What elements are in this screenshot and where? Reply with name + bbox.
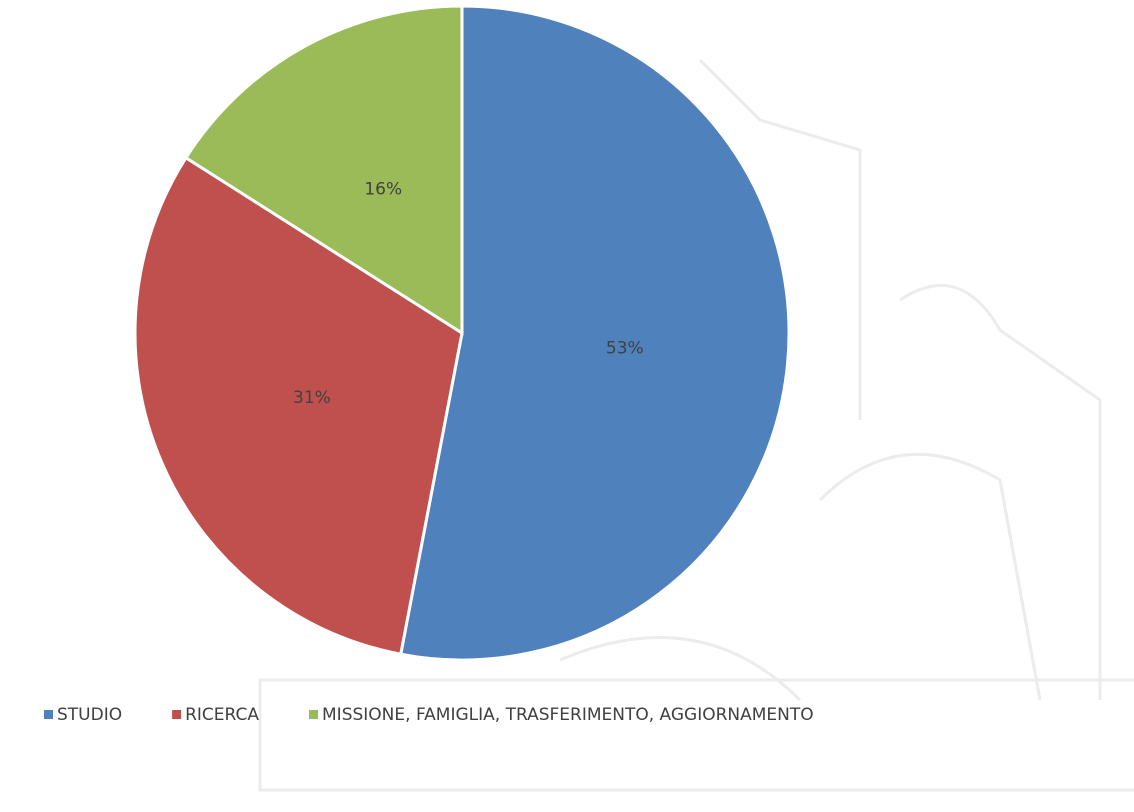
legend-label: RICERCA — [185, 705, 259, 725]
data-label: 53% — [606, 338, 644, 358]
legend-swatch — [44, 710, 53, 719]
legend-label: MISSIONE, FAMIGLIA, TRASFERIMENTO, AGGIO… — [322, 705, 814, 725]
chart: 53% 31% 16% STUDIO RICERCA MISSIONE, FAMIGLIA… — [0, 0, 1134, 812]
data-label: 31% — [293, 388, 331, 408]
legend-swatch — [172, 710, 181, 719]
legend-swatch — [309, 710, 318, 719]
data-label: 16% — [364, 180, 402, 200]
legend-label: STUDIO — [57, 705, 122, 725]
